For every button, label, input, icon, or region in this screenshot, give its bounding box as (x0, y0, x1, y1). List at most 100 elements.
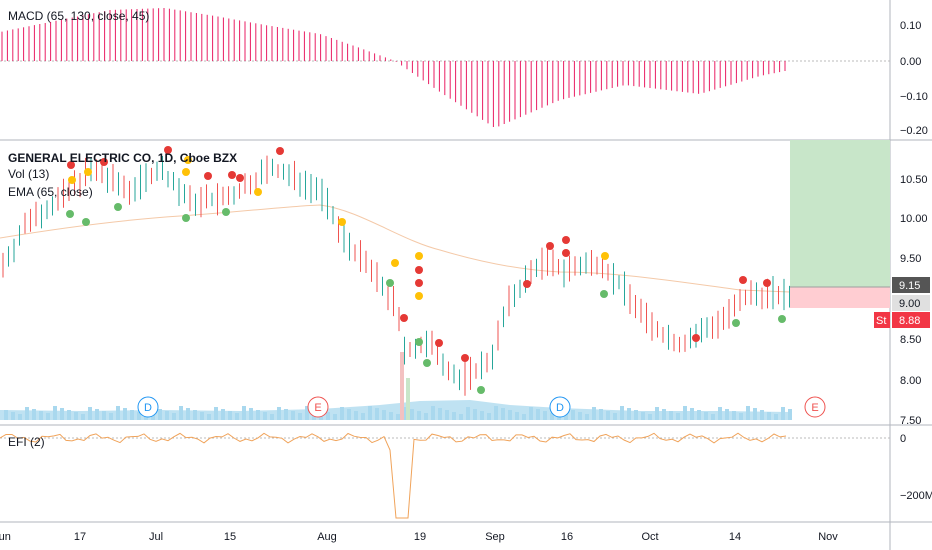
volume-bar (536, 409, 540, 420)
price-axis-tick: 10.50 (900, 174, 928, 186)
volume-bar (53, 406, 57, 420)
volume-bar (25, 407, 29, 420)
volume-bar (340, 407, 344, 420)
signal-dot (182, 214, 190, 222)
price-axis-tick: 8.00 (900, 375, 921, 387)
volume-bar (739, 413, 743, 420)
volume-bar (333, 414, 337, 420)
ema-label[interactable]: EMA (65, close) (8, 185, 93, 199)
signal-dot (415, 292, 423, 300)
last-price-badge (892, 277, 930, 293)
signal-dot (546, 242, 554, 250)
signal-dot (391, 259, 399, 267)
volume-bar (270, 414, 274, 420)
macd-histogram (1, 8, 786, 127)
signal-dot (562, 249, 570, 257)
volume-bar (676, 413, 680, 420)
volume-bar (382, 410, 386, 420)
efi-axis-tick: 0 (900, 433, 906, 445)
volume-bar (396, 414, 400, 420)
volume-bar (585, 414, 589, 420)
signal-dot (68, 176, 76, 184)
volume-bar (228, 411, 232, 420)
volume-bar (410, 409, 414, 420)
volume-bar (326, 412, 330, 420)
signal-dot (164, 146, 172, 154)
volume-bar (207, 414, 211, 420)
profit-zone[interactable] (790, 140, 890, 287)
volume-bar (11, 412, 15, 420)
event-marker-label: D (556, 402, 564, 414)
symbol-title[interactable]: GENERAL ELECTRIC CO, 1D, Cboe BZX (8, 151, 237, 165)
signal-dot (228, 171, 236, 179)
event-marker-earnings[interactable]: E (804, 396, 826, 418)
volume-bar (613, 413, 617, 420)
price-axis-tick: 10.00 (900, 213, 928, 225)
volume-bar (543, 411, 547, 420)
volume-bar (473, 409, 477, 420)
volume-bar (256, 410, 260, 420)
efi-label[interactable]: EFI (2) (8, 435, 45, 449)
volume-bar (242, 406, 246, 420)
signal-dot (400, 314, 408, 322)
volume-bar (95, 409, 99, 420)
time-axis-tick: 16 (561, 531, 573, 543)
volume-bar (347, 409, 351, 420)
signal-dot (692, 334, 700, 342)
volume-bar (4, 410, 8, 420)
volume-bar (46, 413, 50, 420)
volume-bar (571, 410, 575, 420)
volume-bar (774, 414, 778, 420)
time-axis-tick: 14 (729, 531, 741, 543)
volume-bar (452, 412, 456, 420)
loss-zone[interactable] (790, 287, 890, 308)
volume-bar (116, 406, 120, 420)
event-marker-earnings[interactable]: E (307, 396, 329, 418)
volume-bar (718, 407, 722, 420)
volume-bar (445, 410, 449, 420)
signal-dot (523, 280, 531, 288)
volume-bar (480, 411, 484, 420)
time-axis-tick: Nov (818, 531, 838, 543)
signal-dots (66, 146, 786, 394)
volume-bar (60, 408, 64, 420)
volume-bar (648, 414, 652, 420)
signal-dot (415, 338, 423, 346)
signal-dot (461, 354, 469, 362)
time-axis-tick: Jul (149, 531, 163, 543)
volume-bar (550, 413, 554, 420)
volume-bar (641, 412, 645, 420)
signal-dot (386, 279, 394, 287)
stop-tag[interactable] (874, 312, 890, 328)
event-marker-dividend[interactable]: D (549, 396, 571, 418)
macd-axis-tick: −0.20 (900, 125, 928, 137)
volume-bar (683, 406, 687, 420)
volume-spike-bar (400, 352, 404, 420)
efi-line (0, 432, 787, 519)
volume-bar (291, 411, 295, 420)
volume-bar (508, 410, 512, 420)
signal-dot (114, 203, 122, 211)
event-marker-dividend[interactable]: D (137, 396, 159, 418)
price-bars (2, 155, 790, 396)
volume-bar (522, 414, 526, 420)
volume-bar (753, 408, 757, 420)
macd-axis-tick: 0.00 (900, 56, 921, 68)
signal-dot (100, 158, 108, 166)
signal-dot (254, 188, 262, 196)
vol-label[interactable]: Vol (13) (8, 167, 49, 181)
volume-bar (662, 409, 666, 420)
volume-bar (284, 409, 288, 420)
volume-bar (354, 411, 358, 420)
volume-bar (186, 408, 190, 420)
signal-dot (204, 172, 212, 180)
volume-bar (249, 408, 253, 420)
volume-bar (403, 407, 407, 420)
macd-label[interactable]: MACD (65, 130, close, 45) (8, 9, 149, 23)
volume-bars (0, 352, 792, 420)
volume-bar (578, 412, 582, 420)
volume-bar (606, 411, 610, 420)
volume-bar (599, 409, 603, 420)
price-axis-tick: 9.50 (900, 253, 921, 265)
